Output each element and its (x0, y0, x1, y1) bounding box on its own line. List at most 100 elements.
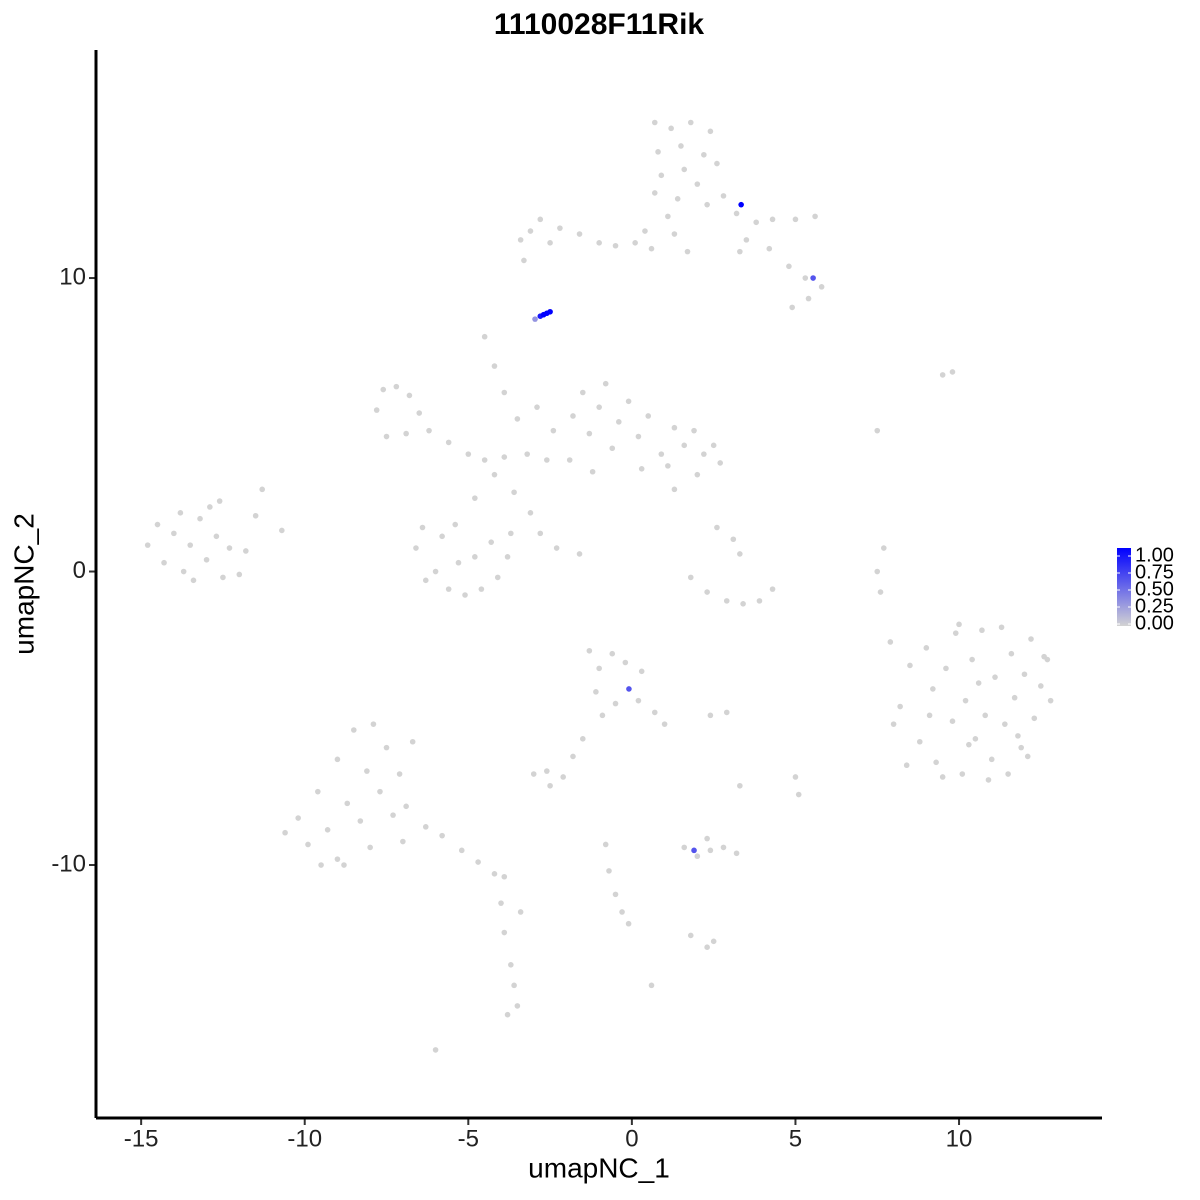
cell-point (738, 201, 744, 208)
cell-point (144, 542, 151, 548)
cell-point (681, 166, 688, 173)
cell-point (962, 697, 969, 704)
cell-point (612, 700, 619, 707)
cell-point (504, 1011, 511, 1018)
cell-point (691, 427, 697, 434)
cell-point (707, 847, 714, 854)
cell-point (612, 891, 619, 898)
cell-point (517, 909, 524, 915)
cell-point (704, 835, 710, 842)
y-tick-label: 0 (73, 557, 86, 584)
cell-point (498, 900, 504, 906)
cell-point (161, 559, 167, 566)
cell-point (445, 586, 452, 592)
cell-point (943, 665, 949, 672)
cell-point (723, 598, 730, 604)
cell-point (491, 471, 498, 478)
cell-point (511, 982, 517, 989)
cell-point (406, 392, 413, 399)
cell-point (1028, 636, 1034, 642)
cell-point (704, 589, 710, 595)
cell-point (472, 495, 478, 501)
cell-point (357, 818, 364, 824)
cell-point (422, 577, 429, 584)
cell-point (753, 219, 759, 226)
cell-point (452, 521, 459, 528)
cell-point (645, 413, 652, 419)
cell-point (651, 190, 658, 196)
cell-point (481, 333, 488, 340)
cell-point (786, 263, 792, 270)
cell-point (580, 736, 586, 742)
cell-point (383, 744, 390, 751)
cell-point (532, 316, 538, 322)
cell-point (589, 468, 596, 475)
cell-point (508, 961, 514, 968)
cell-point (792, 774, 799, 780)
cell-point (318, 862, 324, 868)
cell-point (180, 568, 187, 575)
cell-point (491, 871, 498, 877)
cell-point (439, 832, 445, 839)
cell-point (678, 143, 684, 149)
cell-point (916, 738, 923, 745)
cell-point (458, 847, 465, 854)
cell-point (651, 709, 658, 716)
cell-point (720, 844, 727, 851)
cell-point (635, 433, 642, 440)
cell-point (305, 841, 311, 848)
cell-point (403, 430, 409, 437)
cell-point (642, 228, 648, 234)
cell-point (933, 759, 939, 766)
cell-point (1047, 697, 1054, 704)
cell-point (350, 727, 357, 733)
cell-point (279, 527, 285, 534)
cell-point (334, 756, 341, 763)
cell-point (501, 389, 508, 396)
cell-point (344, 800, 351, 807)
cell-point (966, 741, 972, 748)
cell-point (714, 160, 720, 167)
cell-point (570, 753, 576, 760)
cell-point (341, 862, 347, 868)
x-tick-label: 0 (625, 1125, 638, 1152)
cell-point (638, 668, 645, 675)
cell-point (432, 1047, 439, 1053)
cell-point (694, 471, 701, 478)
x-tick-label: -5 (458, 1125, 479, 1152)
cell-point (514, 1003, 521, 1009)
cell-point (370, 721, 377, 727)
cell-point (1018, 744, 1024, 751)
cell-point (576, 231, 583, 237)
cell-point (769, 216, 776, 223)
y-tick-label: 10 (59, 263, 86, 290)
cell-point (547, 308, 553, 315)
cell-point (1008, 650, 1015, 657)
cell-point (671, 231, 678, 237)
cell-point (694, 853, 701, 860)
cell-point (596, 404, 602, 410)
cell-point (707, 128, 714, 135)
cell-point (580, 389, 586, 396)
cell-point (177, 510, 184, 516)
cell-point (622, 659, 629, 666)
cell-point (810, 275, 816, 281)
cell-point (897, 703, 903, 710)
cell-point (1024, 753, 1031, 760)
cell-point (190, 577, 197, 584)
cell-point (576, 551, 583, 557)
cell-point (766, 245, 773, 252)
cell-point (737, 551, 743, 557)
cell-point (517, 237, 524, 243)
cell-point (566, 457, 573, 463)
cell-point (606, 868, 612, 874)
cell-point (651, 119, 658, 126)
cell-point (687, 574, 694, 581)
cell-point (1021, 671, 1028, 678)
cell-point (1031, 715, 1038, 722)
cell-point (704, 201, 710, 208)
cell-point (367, 844, 373, 851)
cell-point (439, 533, 445, 540)
cell-point (923, 645, 930, 651)
cell-point (972, 736, 979, 742)
